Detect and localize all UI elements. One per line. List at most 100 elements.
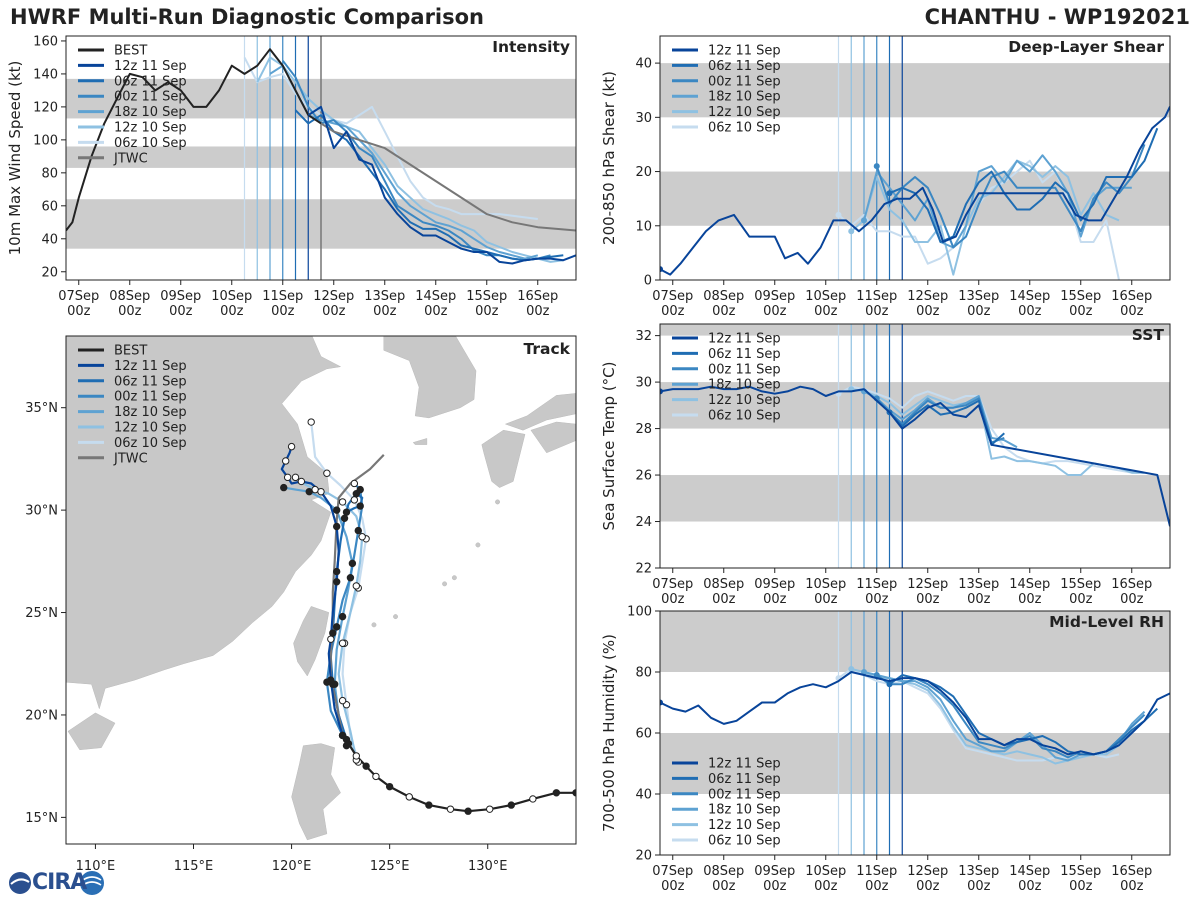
shear-xtick-label: 12Sep 00z: [907, 289, 948, 319]
track-marker-best: [446, 805, 455, 813]
shear-xtick-label: 16Sep 00z: [1111, 289, 1152, 319]
track-marker-18z-10-sep: [338, 612, 347, 621]
xtick-line: 00z: [865, 879, 889, 894]
xtick-line: 00z: [322, 304, 346, 319]
track-legend-label-jtwc: JTWC: [113, 451, 148, 466]
track-legend-label-06z-10-sep: 06z 10 Sep: [114, 436, 187, 451]
shear-band-1: [660, 63, 1170, 118]
track-marker-00z-11-sep: [354, 526, 362, 535]
land-ryukyu-island: [495, 499, 500, 505]
shear-xtick-label: 14Sep 00z: [1009, 289, 1050, 319]
xtick-line: 00z: [916, 879, 940, 894]
xtick-line: 15Sep: [1060, 289, 1101, 304]
shear-title: Deep-Layer Shear: [1008, 38, 1164, 56]
rh-xtick-label: 15Sep 00z: [1060, 864, 1101, 894]
sst-ytick-label: 26: [635, 469, 652, 484]
track-marker-18z-10-sep: [280, 483, 288, 492]
xtick-line: 08Sep: [703, 577, 744, 592]
shear-init-marker-06z-10-sep: [835, 211, 842, 218]
track-series-06z-10-sep: [310, 421, 368, 763]
xtick-line: 10Sep: [805, 289, 846, 304]
rh-title: Mid-Level RH: [1049, 613, 1164, 631]
intensity-legend-label-best: BEST: [114, 44, 147, 59]
intensity-legend-label-12z-10-sep: 12z 10 Sep: [114, 121, 187, 136]
track-ytick-label: 20°N: [25, 708, 58, 723]
shear-band-0: [660, 171, 1170, 226]
shear-xtick-label: 11Sep 00z: [856, 289, 897, 319]
sst-series-12z-11-sep: [660, 385, 1170, 527]
xtick-line: 08Sep: [703, 864, 744, 879]
cira-logo: CIRA: [6, 868, 106, 898]
intensity-ytick-label: 160: [33, 34, 58, 49]
xtick-line: 00z: [661, 592, 685, 607]
track-title: Track: [524, 340, 571, 358]
rh-xtick-label: 10Sep 00z: [805, 864, 846, 894]
intensity-xtick-label: 14Sep 00z: [415, 289, 456, 319]
rh-legend-label-06z-10-sep: 06z 10 Sep: [708, 834, 781, 849]
shear-frame: [659, 35, 1171, 281]
sst-ytick-label: 24: [635, 515, 652, 530]
sst-xtick-label: 11Sep 00z: [856, 577, 897, 607]
intensity-ytick-label: 40: [41, 232, 58, 247]
rh-legend-label-18z-10-sep: 18z 10 Sep: [708, 803, 781, 818]
track-legend-label-18z-10-sep: 18z 10 Sep: [114, 405, 187, 420]
xtick-line: 00z: [220, 304, 244, 319]
intensity-xtick-label: 08Sep 00z: [109, 289, 150, 319]
shear-xtick-label: 15Sep 00z: [1060, 289, 1101, 319]
track-marker-12z-10-sep: [338, 696, 347, 705]
rh-init-marker-12z-10-sep: [848, 665, 855, 672]
sst-xtick-label: 08Sep 00z: [703, 577, 744, 607]
rh-xtick-label: 11Sep 00z: [856, 864, 897, 894]
track-lines: [280, 418, 576, 815]
xtick-line: 15Sep: [1060, 864, 1101, 879]
xtick-line: 13Sep: [958, 289, 999, 304]
sst-band-0: [660, 475, 1170, 522]
xtick-line: 00z: [661, 879, 685, 894]
xtick-line: 00z: [916, 304, 940, 319]
shear-legend-label-12z-10-sep: 12z 10 Sep: [708, 105, 781, 120]
rh-ytick-label: 100: [627, 605, 652, 620]
xtick-line: 00z: [67, 304, 91, 319]
intensity-xtick-label: 16Sep 00z: [517, 289, 558, 319]
xtick-line: 15Sep: [1060, 577, 1101, 592]
shear-xtick-label: 07Sep 00z: [652, 289, 693, 319]
land-shikoku: [530, 421, 576, 454]
xtick-line: 00z: [814, 592, 838, 607]
rh-ytick-label: 20: [635, 849, 652, 864]
xtick-line: 10Sep: [805, 864, 846, 879]
xtick-line: 00z: [865, 304, 889, 319]
sst-legend-label-18z-10-sep: 18z 10 Sep: [708, 378, 781, 393]
xtick-line: 00z: [526, 304, 550, 319]
sst-legend-label-00z-11-sep: 00z 11 Sep: [708, 362, 781, 377]
land-mainland: [66, 336, 342, 710]
track-marker-best: [344, 739, 353, 748]
xtick-line: 00z: [1018, 592, 1042, 607]
track-legend-label-12z-11-sep: 12z 11 Sep: [114, 359, 187, 374]
intensity-series-12z-10-sep: [256, 56, 564, 263]
track-marker-best: [507, 801, 515, 809]
xtick-line: 11Sep: [856, 864, 897, 879]
track-frame: [65, 335, 577, 845]
intensity-legend-label-12z-11-sep: 12z 11 Sep: [114, 59, 187, 74]
track-marker-best: [464, 807, 472, 815]
sst-legend-label-12z-11-sep: 12z 11 Sep: [708, 332, 781, 347]
intensity-series-best: [66, 48, 322, 232]
xtick-line: 00z: [661, 304, 685, 319]
shear-series-06z-11-sep: [889, 127, 1159, 243]
shear-legend-label-00z-11-sep: 00z 11 Sep: [708, 74, 781, 89]
track-marker-00z-11-sep: [346, 574, 355, 582]
intensity-legend-label-18z-10-sep: 18z 10 Sep: [114, 105, 187, 120]
xtick-line: 00z: [1120, 304, 1144, 319]
xtick-line: 00z: [169, 304, 193, 319]
sst-ytick-label: 28: [635, 422, 652, 437]
track-marker-06z-11-sep: [342, 508, 351, 516]
rh-init-marker-06z-11-sep: [886, 681, 893, 688]
xtick-line: 13Sep: [958, 577, 999, 592]
rh-init-marker-00z-11-sep: [873, 672, 880, 679]
rh-xtick-label: 07Sep 00z: [652, 864, 693, 894]
track-marker-18z-10-sep: [332, 506, 341, 514]
xtick-line: 00z: [1120, 879, 1144, 894]
xtick-line: 00z: [916, 592, 940, 607]
shear-init-marker-06z-11-sep: [886, 190, 893, 197]
